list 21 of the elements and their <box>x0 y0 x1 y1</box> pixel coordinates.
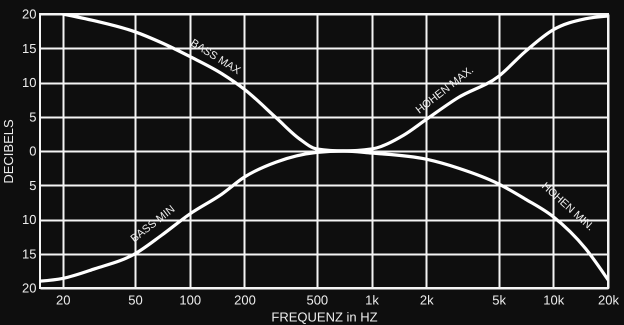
x-tick-label: 1k <box>365 292 380 308</box>
y-tick-label: 20 <box>22 6 36 22</box>
y-axis-title: DECIBELS <box>1 119 16 184</box>
x-tick-label: 200 <box>234 292 256 308</box>
x-tick-label: 5k <box>492 292 506 308</box>
x-tick-label: 100 <box>179 292 202 308</box>
x-axis-title: FREQUENZ in HZ <box>271 310 378 324</box>
y-tick-label: 10 <box>22 212 36 227</box>
x-tick-label: 50 <box>128 292 143 308</box>
x-tick-label: 20 <box>56 292 70 308</box>
y-tick-label: 10 <box>22 75 36 90</box>
y-tick-label: 20 <box>22 280 36 296</box>
y-tick-label: 15 <box>22 40 36 56</box>
x-tick-label: 10k <box>543 292 565 308</box>
x-tick-label: 2k <box>420 292 434 308</box>
x-tick-label: 500 <box>306 292 328 308</box>
y-tick-label: 15 <box>22 246 36 262</box>
y-tick-label: 0 <box>29 144 36 158</box>
y-tick-label: 5 <box>29 109 36 124</box>
y-tick-label: 5 <box>29 178 36 193</box>
x-tick-label: 20k <box>598 292 620 308</box>
